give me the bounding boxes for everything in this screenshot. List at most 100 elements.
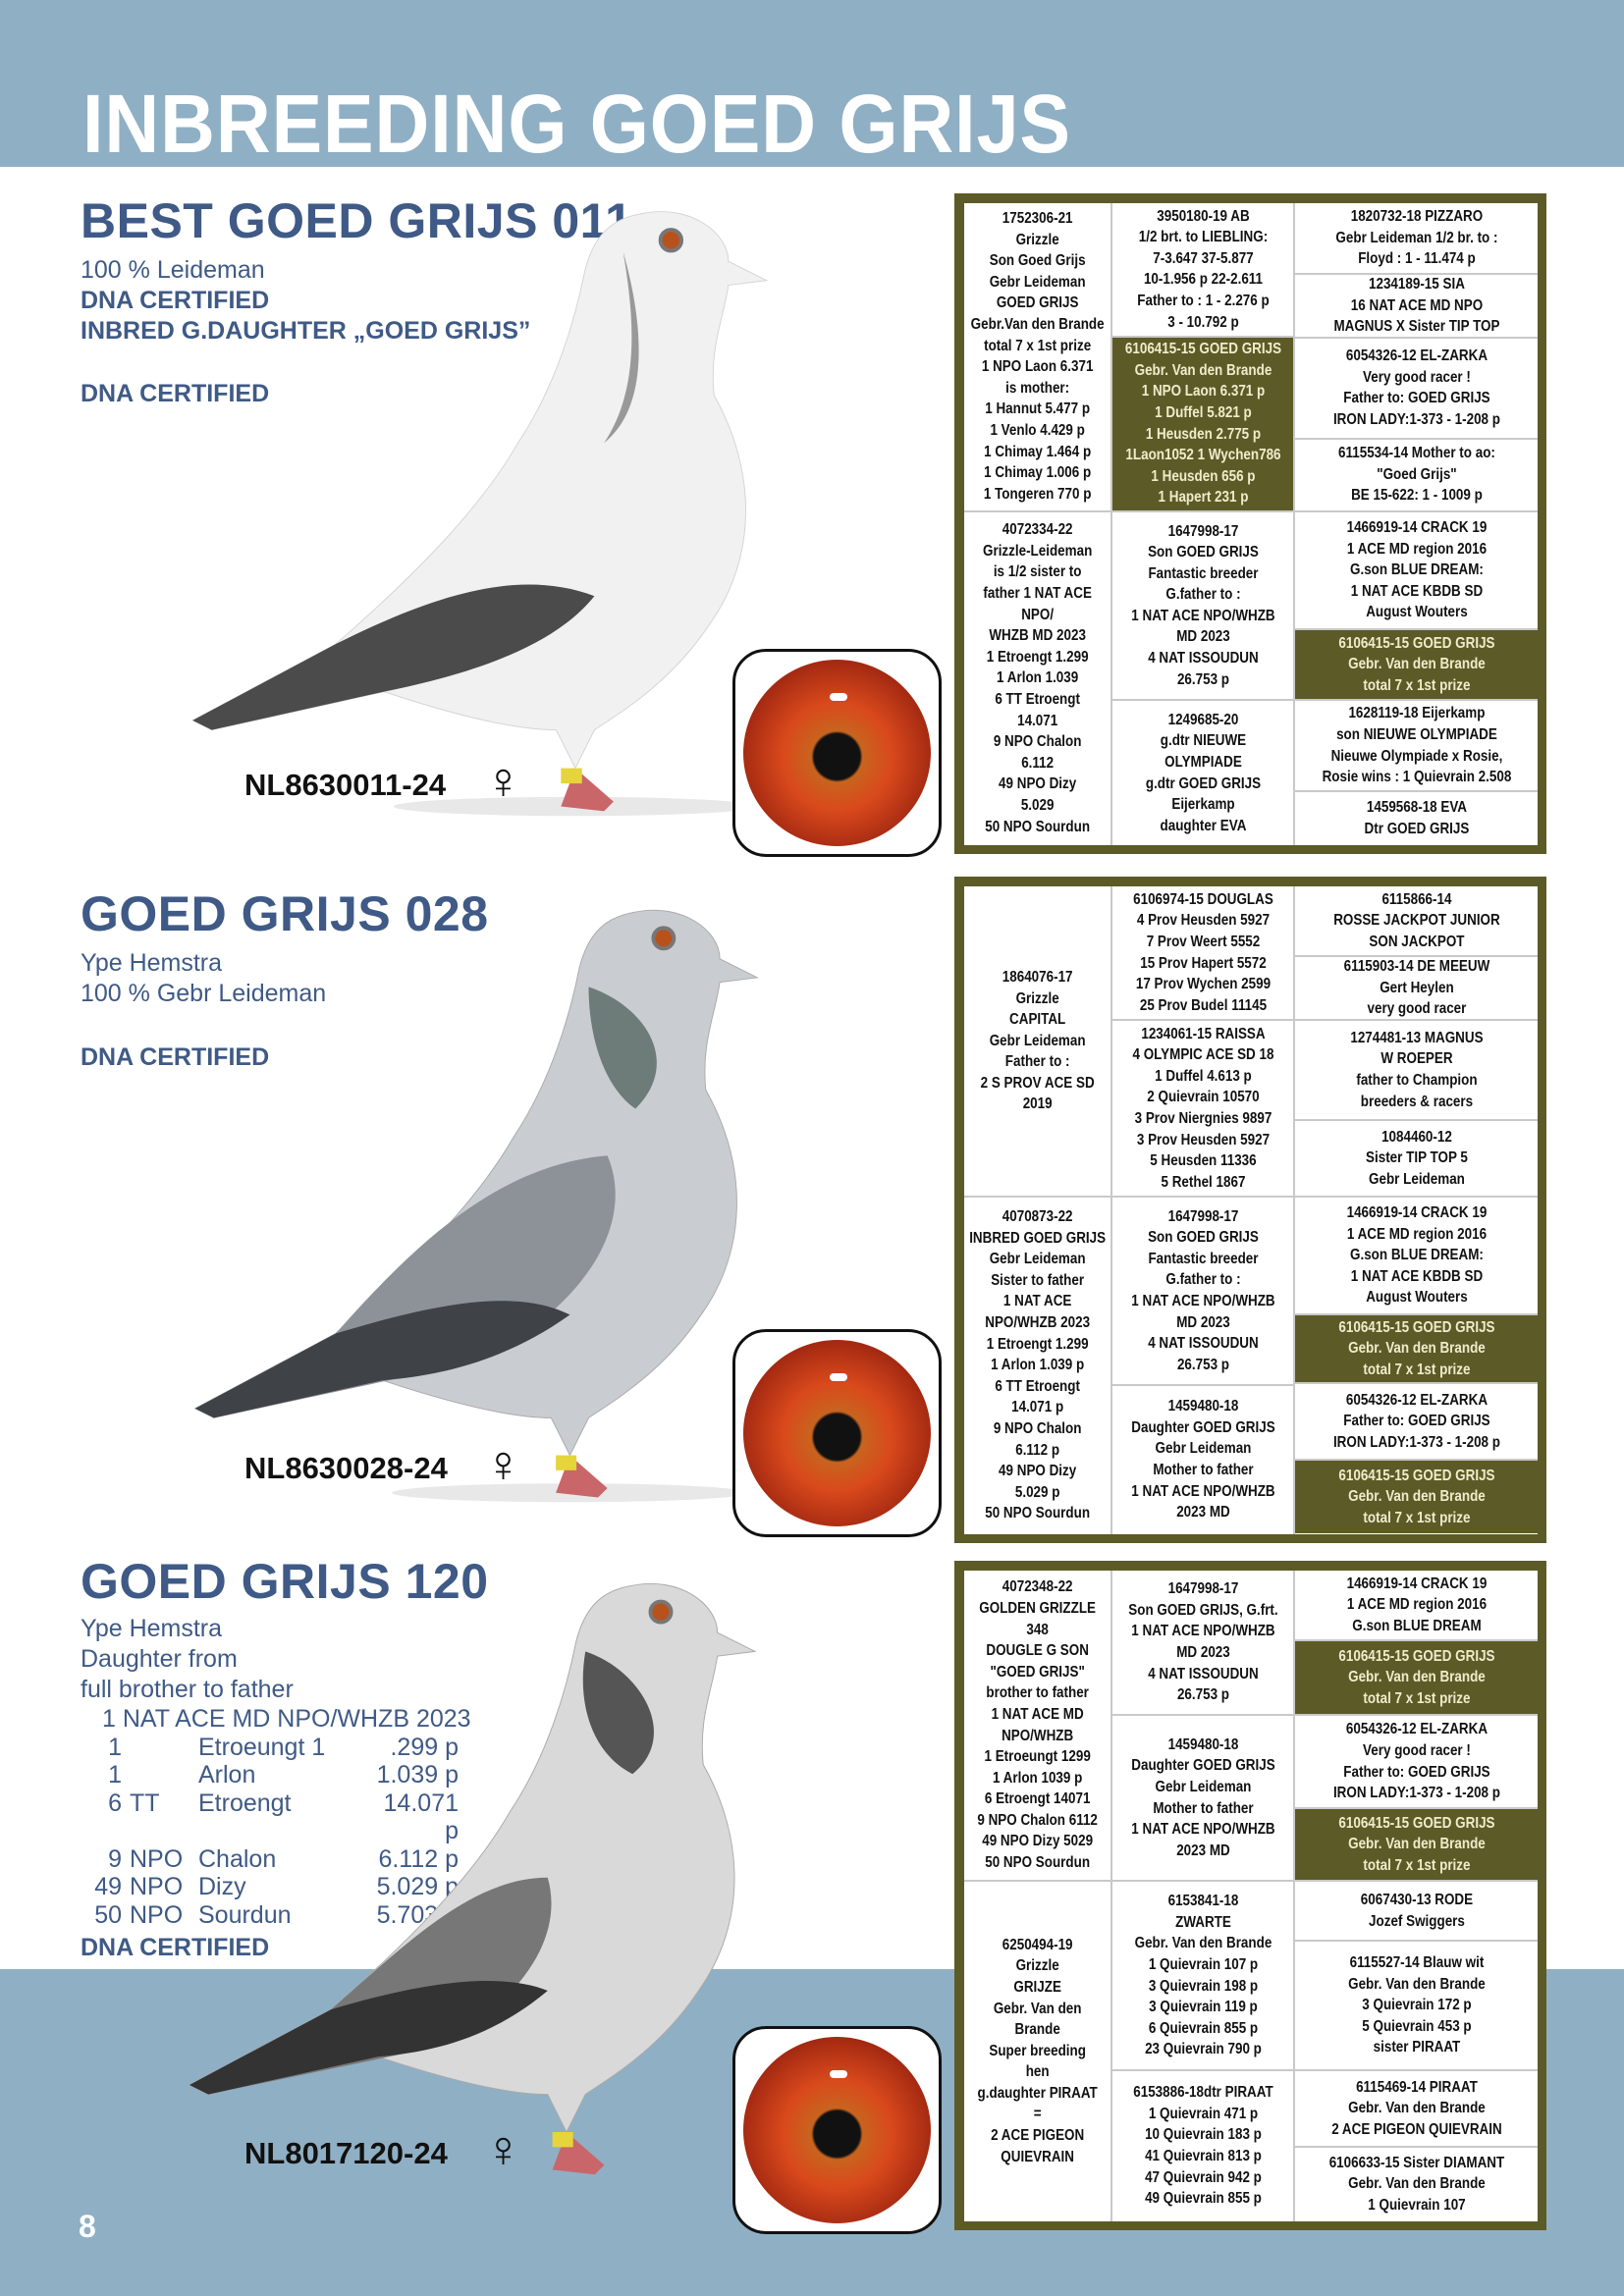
pedigree-line: 6 Quievrain 855 p	[1148, 2019, 1258, 2037]
pedigree-cell: 1249685-20 g.dtr NIEUWE OLYMPIADE g.dtr GOE…	[1112, 701, 1293, 845]
pedigree-cell-text: 6250494-19 Grizzle GRIJZE Gebr. Van den Bran…	[964, 1935, 1110, 2168]
pedigree-line: W ROEPER	[1380, 1050, 1453, 1068]
pedigree-line: 1 Chimay 1.464 p	[983, 443, 1092, 460]
page-number: 8	[79, 2209, 96, 2244]
pedigree-line: 1Laon1052 1 Wychen786	[1124, 447, 1281, 464]
pedigree-line: August Wouters	[1365, 1289, 1468, 1307]
pedigree-line: QUIEVRAIN	[1001, 2148, 1074, 2165]
pedigree-line: Gebr. Van den Brande	[1347, 2100, 1486, 2117]
pedigree-line: 1628119-18 Eijerkamp	[1348, 705, 1485, 722]
pedigree-cell: 3950180-19 AB 1/2 brt. to LIEBLING: 7-3.64…	[1112, 203, 1293, 338]
pedigree-line: g.dtr NIEUWE	[1160, 732, 1246, 750]
pedigree-line: 1 NAT ACE NPO/WHZB	[1130, 1482, 1275, 1500]
pedigree-line: 1752306-21	[1001, 210, 1073, 228]
pedigree-line: 1 NAT ACE NPO/WHZB	[1130, 1623, 1275, 1640]
pedigree-cell-text: 3950180-19 AB 1/2 brt. to LIEBLING: 7-3.64…	[1112, 206, 1293, 334]
pedigree-line: Gert Heylen	[1379, 979, 1454, 996]
dna-certified-label: DNA CERTIFIED	[81, 380, 270, 407]
pedigree-line: 1234061-15 RAISSA	[1140, 1025, 1266, 1042]
header-band	[0, 0, 1624, 167]
pedigree-line: Grizzle	[1015, 1957, 1059, 1975]
pedigree-line: 1 Heusden 656 p	[1150, 467, 1256, 485]
pedigree-cell-text: 6106415-15 GOED GRIJS Gebr. Van den Brand…	[1295, 633, 1538, 697]
pedigree-cell-text: 6106415-15 GOED GRIJS Gebr. Van den Brand…	[1295, 1317, 1538, 1381]
pedigree-line: IRON LADY:1-373 - 1-208 p	[1332, 1785, 1500, 1802]
pedigree-cell: 1647998-17 Son GOED GRIJS Fantastic breede…	[1112, 1198, 1293, 1386]
pedigree-line: 3950180-19 AB	[1156, 207, 1250, 225]
eye-photo	[732, 1329, 942, 1537]
pedigree-cell-text: 6115534-14 Mother to ao: "Goed Grijs" BE 1…	[1295, 443, 1538, 507]
pedigree-cell: 6115866-14 ROSSE JACKPOT JUNIOR SON JACKPO…	[1295, 886, 1538, 957]
results-cell: 6.112 p	[378, 1844, 459, 1873]
pedigree-cell: 1466919-14 CRACK 19 1 ACE MD region 2016 G…	[1295, 1571, 1538, 1641]
pedigree-line: 6 TT Etroengt	[995, 1377, 1080, 1395]
pedigree-generation-3: 1820732-18 PIZZARO Gebr Leideman 1/2 br. …	[1295, 203, 1538, 845]
pedigree-cell-highlighted: 6106415-15 GOED GRIJS Gebr. Van den Brand…	[1295, 1641, 1538, 1716]
pedigree-line: 2 ACE PIGEON QUIEVRAIN	[1330, 2120, 1502, 2138]
results-cell: 50	[94, 1900, 122, 1929]
pedigree-line: g.daughter PIRAAT	[977, 2084, 1098, 2102]
results-cell: Etroengt	[198, 1789, 292, 1817]
pedigree-line: 6106415-15 GOED GRIJS	[1337, 1814, 1495, 1832]
pedigree-line: 6067430-13 RODE	[1360, 1891, 1473, 1908]
pedigree-cell-text: 4070873-22 INBRED GOED GRIJS Gebr Leideman…	[964, 1206, 1110, 1524]
pedigree-line: Gebr.Van den Brande	[970, 316, 1105, 334]
pedigree-line: Gebr. Van den Brande	[1347, 2175, 1486, 2193]
pedigree-line: 25 Prov Budel 11145	[1139, 996, 1267, 1014]
pedigree-cell: 1752306-21 Grizzle Son Goed Grijs Gebr Leid…	[964, 203, 1110, 512]
pedigree-cell-text: 1466919-14 CRACK 19 1 ACE MD region 2016 G…	[1295, 517, 1538, 623]
pigeon-photo-grizzle	[188, 1582, 757, 2175]
pedigree-cell-text: 1234061-15 RAISSA 4 OLYMPIC ACE SD 18 1 Du…	[1112, 1024, 1293, 1194]
pedigree-cell-text: 1752306-21 Grizzle Son Goed Grijs Gebr Leid…	[964, 208, 1110, 505]
pedigree-line: 1466919-14 CRACK 19	[1346, 1204, 1487, 1222]
pedigree-line: Son GOED GRIJS	[1147, 1229, 1259, 1247]
pedigree-line: 1 Tongeren 770 p	[983, 485, 1092, 503]
pedigree-cell-text: 1647998-17 Son GOED GRIJS Fantastic breede…	[1112, 1206, 1293, 1376]
pedigree-line: 6106974-15 DOUGLAS	[1132, 890, 1273, 908]
pedigree-cell-text: 6054326-12 EL-ZARKA Father to: GOED GRIJS…	[1295, 1390, 1538, 1454]
pedigree-line: 2 ACE PIGEON	[990, 2127, 1085, 2145]
pedigree-cell: 1647998-17 Son GOED GRIJS Fantastic breede…	[1112, 512, 1293, 702]
pedigree-line: Gebr. Van den Brande	[1347, 1669, 1486, 1686]
pedigree-line: 1647998-17	[1167, 1207, 1238, 1225]
pedigree-cell-text: 6106415-15 GOED GRIJS Gebr. Van den Brand…	[1295, 1646, 1538, 1710]
pigeon-photo-white	[191, 211, 769, 817]
pedigree-line: total 7 x 1st prize	[1362, 1689, 1471, 1707]
pedigree-line: 1 ACE MD region 2016	[1346, 1596, 1487, 1614]
pedigree-line: Gebr. Van den	[993, 2000, 1082, 2017]
pedigree-grid: 4072348-22 GOLDEN GRIZZLE 348 DOUGLE G SON "…	[964, 1571, 1538, 2221]
pedigree-line: very good racer	[1367, 1000, 1466, 1018]
pedigree-line: 2 Quievrain 10570	[1146, 1089, 1260, 1106]
pedigree-line: 1459480-18	[1167, 1398, 1238, 1415]
pedigree-cell: 1466919-14 CRACK 19 1 ACE MD region 2016 G…	[1295, 1198, 1538, 1315]
pigeon-name: GOED GRIJS 120	[81, 1554, 489, 1609]
pedigree-line: 1864076-17	[1001, 968, 1073, 986]
pedigree-line: 10 Quievrain 183 p	[1144, 2126, 1262, 2144]
pedigree-line: 5.029 p	[1014, 1483, 1060, 1501]
dna-certified-label: DNA CERTIFIED	[81, 1934, 270, 1961]
pedigree-cell: 1459568-18 EVA Dtr GOED GRIJS	[1295, 792, 1538, 845]
pedigree-line: 1 ACE MD region 2016	[1346, 1225, 1487, 1243]
pedigree-line: 6054326-12 EL-ZARKA	[1345, 347, 1488, 365]
pedigree-line: IRON LADY:1-373 - 1-208 p	[1332, 1433, 1500, 1451]
results-cell: 5.029 p	[376, 1873, 459, 1900]
pedigree-cell-text: 1459480-18 Daughter GOED GRIJS Gebr Leidem…	[1112, 1735, 1293, 1862]
pedigree-line: breeders & racers	[1360, 1093, 1473, 1110]
pedigree-line: MD 2023	[1175, 628, 1230, 646]
pedigree-line: 7 Prov Weert 5552	[1146, 933, 1260, 950]
pedigree-cell-highlighted: 6106415-15 GOED GRIJS Gebr. Van den Brand…	[1295, 1315, 1538, 1384]
pedigree-cell: 6153886-18dtr PIRAAT 1 Quievrain 471 p 10 …	[1112, 2071, 1293, 2220]
eye-photo	[732, 649, 942, 857]
pedigree-line: 6106415-15 GOED GRIJS	[1337, 1318, 1495, 1336]
pedigree-line: brother to father	[986, 1684, 1089, 1702]
pedigree-cell-text: 6067430-13 RODE Jozef Swiggers	[1295, 1890, 1538, 1932]
pedigree-line: 3 Quievrain 198 p	[1148, 1977, 1258, 1995]
results-cell: Sourdun	[198, 1900, 292, 1929]
pedigree-line: MAGNUS X Sister TIP TOP	[1332, 318, 1500, 336]
pigeon-detail: Ype Hemstra	[81, 949, 223, 977]
pedigree-line: 6115527-14 Blauw wit	[1349, 1954, 1484, 1972]
pedigree-line: 41 Quievrain 813 p	[1144, 2148, 1262, 2164]
pedigree-line: 6106415-15 GOED GRIJS	[1337, 1647, 1495, 1665]
pedigree-line: 2023 MD	[1175, 1842, 1230, 1859]
pedigree-line: total 7 x 1st prize	[1362, 677, 1471, 695]
